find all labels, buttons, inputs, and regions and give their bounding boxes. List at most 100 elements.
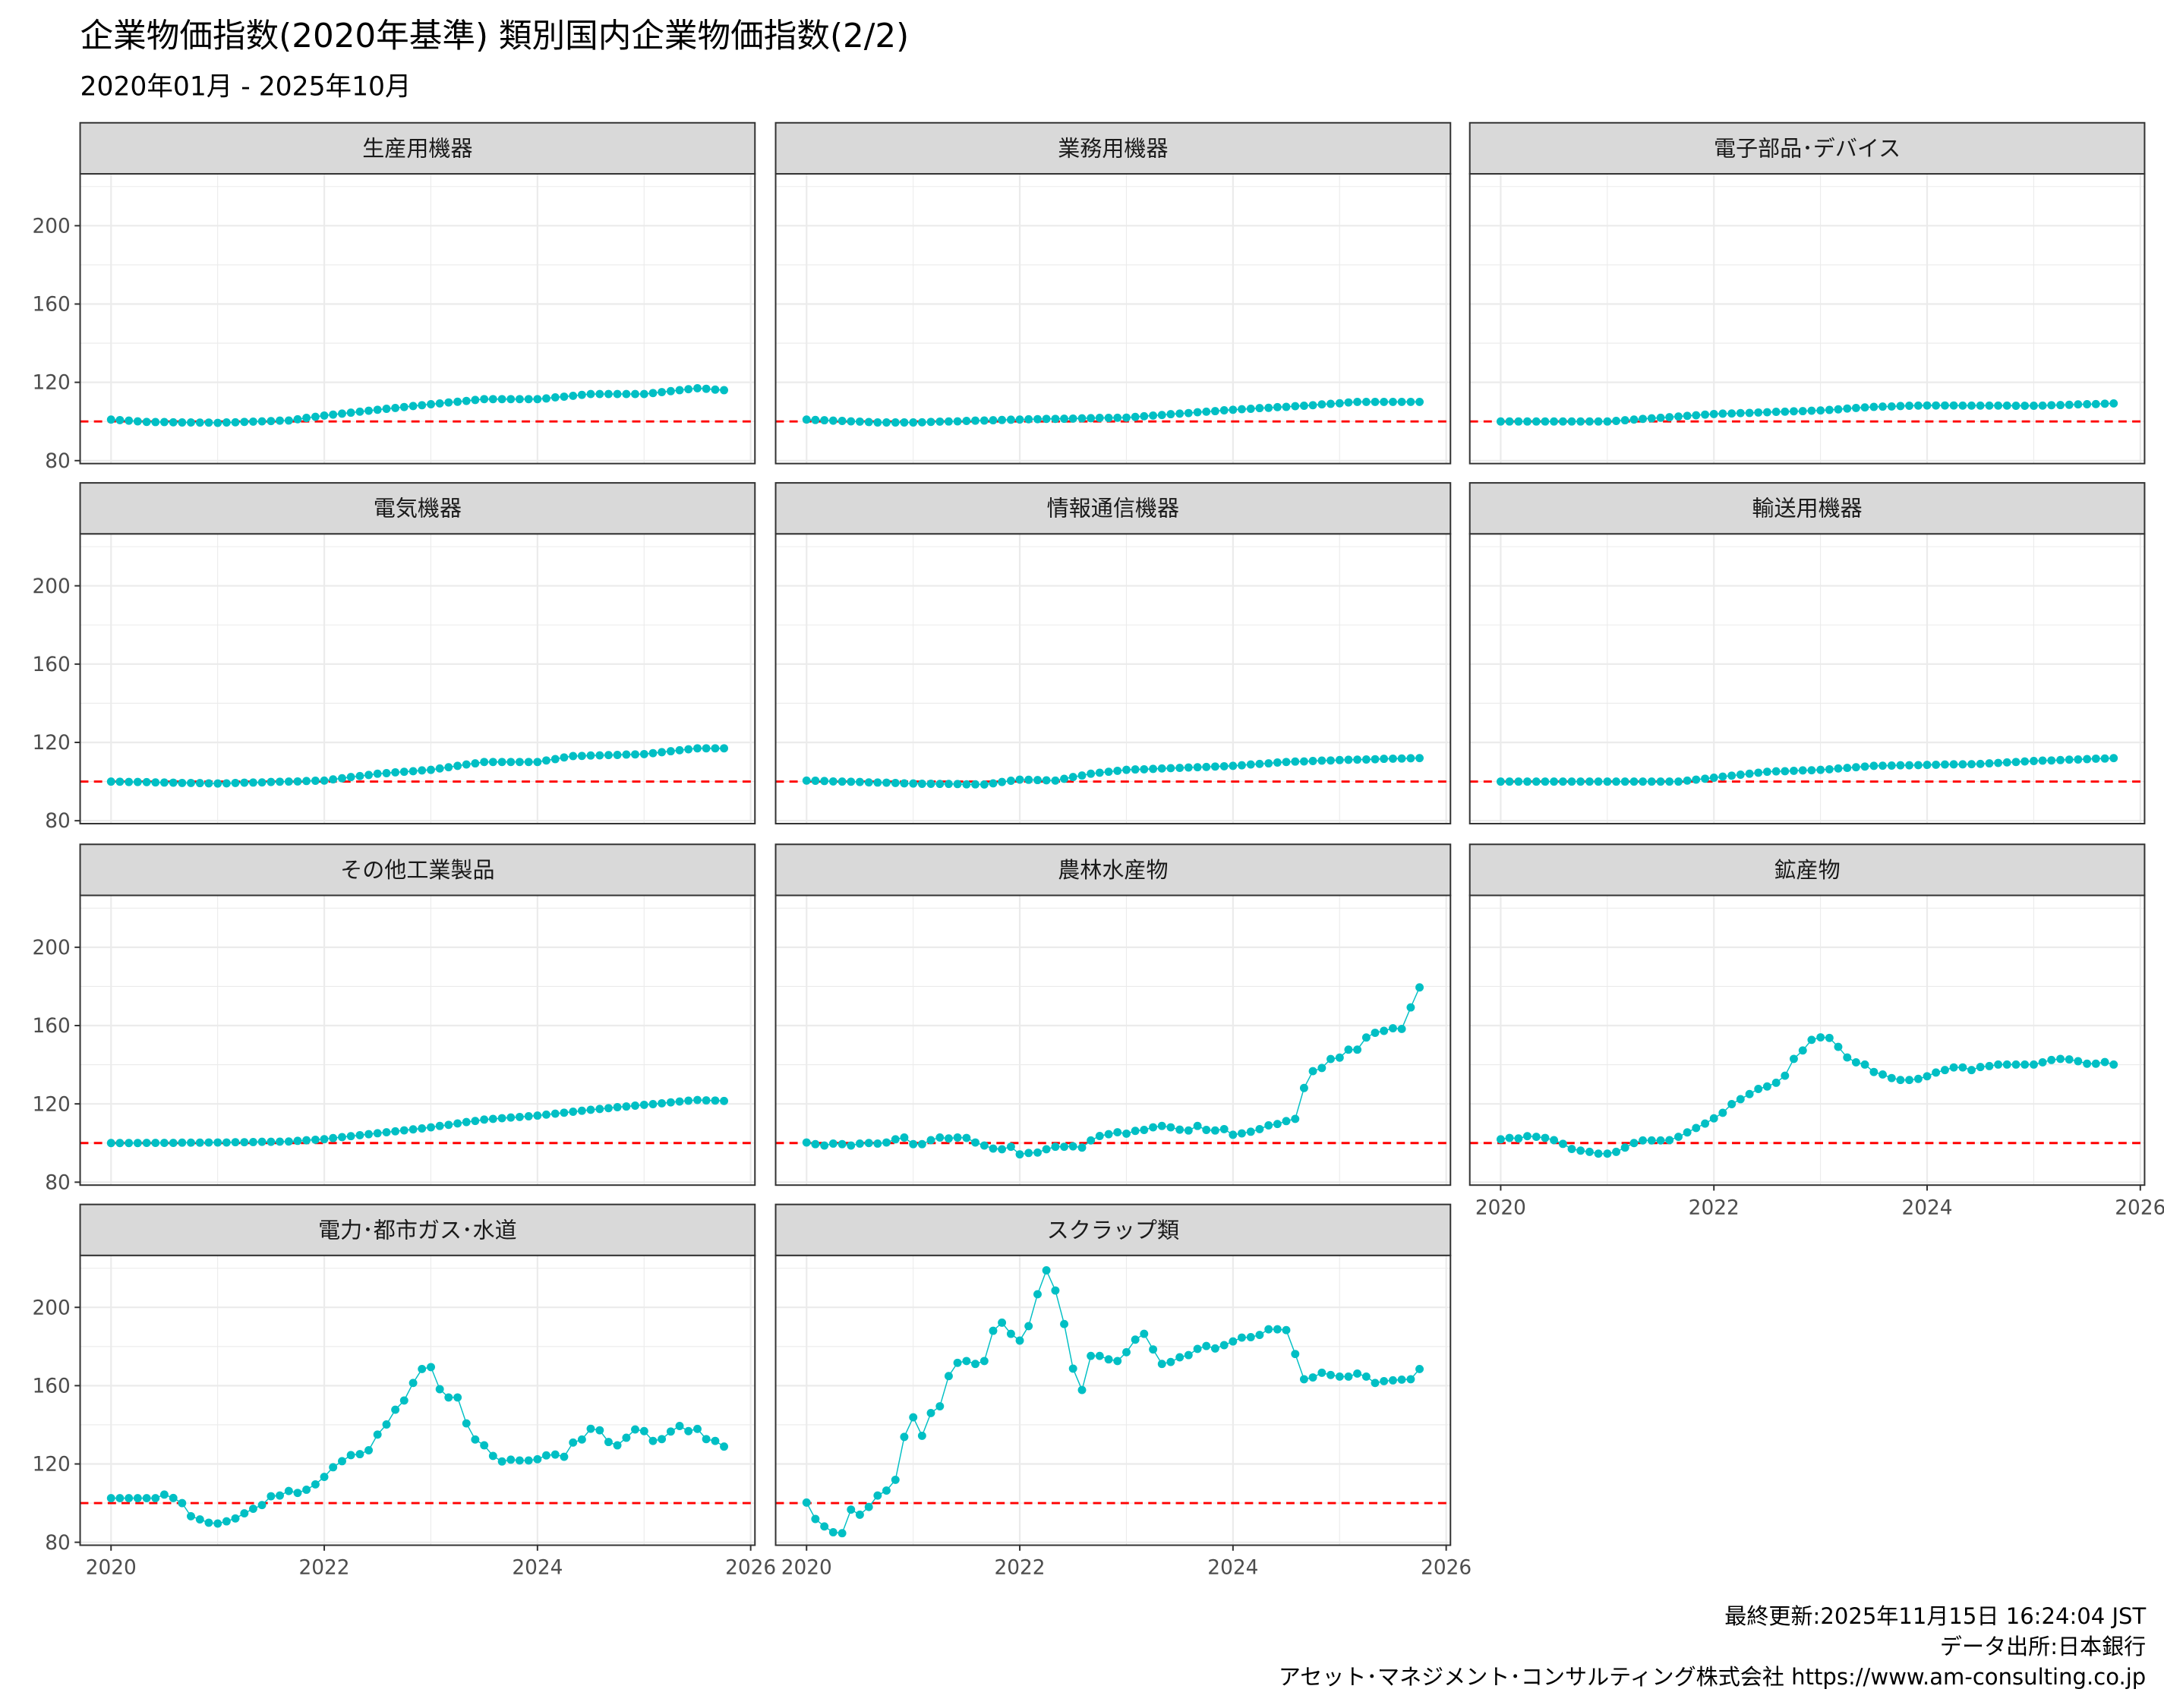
- data-point: [1273, 402, 1282, 411]
- data-point: [550, 1450, 560, 1459]
- data-point: [346, 1451, 355, 1460]
- data-point: [195, 1515, 204, 1524]
- data-point: [1219, 761, 1229, 770]
- data-point: [935, 780, 945, 789]
- data-point: [1558, 417, 1567, 426]
- data-point: [2065, 755, 2074, 764]
- y-tick-label: 80: [45, 1532, 71, 1555]
- data-point: [1709, 409, 1718, 418]
- data-point: [399, 767, 409, 777]
- data-point: [1193, 1121, 1202, 1130]
- data-point: [1060, 1142, 1069, 1152]
- data-point: [133, 417, 142, 426]
- data-point: [666, 386, 675, 395]
- data-point: [240, 1138, 249, 1147]
- data-point: [1905, 402, 1914, 410]
- plot-background: [1469, 173, 2145, 464]
- data-point: [917, 780, 926, 788]
- data-point: [187, 778, 195, 787]
- data-point: [169, 778, 178, 787]
- data-point: [435, 1385, 444, 1394]
- data-point: [1923, 401, 1932, 410]
- data-point: [613, 389, 622, 399]
- data-point: [891, 1135, 900, 1144]
- data-point: [1122, 1129, 1131, 1138]
- series-line: [111, 1099, 724, 1144]
- data-point: [311, 777, 320, 785]
- data-point: [329, 1463, 338, 1472]
- data-point: [293, 777, 302, 786]
- y-tick-label: 200: [33, 215, 71, 238]
- data-point: [1727, 771, 1737, 780]
- data-point: [2002, 758, 2011, 767]
- data-point: [1149, 1345, 1158, 1354]
- data-point: [320, 1473, 329, 1482]
- data-point: [338, 774, 346, 783]
- data-point: [453, 761, 462, 770]
- data-point: [648, 389, 658, 398]
- data-point: [1816, 765, 1825, 774]
- data-point: [1940, 401, 1949, 410]
- data-point: [320, 411, 329, 420]
- data-point: [622, 750, 631, 759]
- data-point: [675, 1422, 684, 1430]
- data-point: [1024, 775, 1033, 784]
- data-point: [1255, 1331, 1264, 1340]
- data-point: [276, 416, 284, 425]
- plot-background: [1469, 534, 2145, 824]
- data-point: [515, 1456, 524, 1465]
- x-tick-label: 2026: [725, 1557, 776, 1580]
- data-point: [1807, 406, 1816, 415]
- data-point: [1077, 771, 1087, 780]
- data-point: [453, 397, 462, 406]
- data-point: [702, 744, 711, 753]
- data-point: [1665, 777, 1674, 786]
- data-point: [231, 1514, 240, 1523]
- data-point: [595, 751, 604, 760]
- data-point: [989, 1144, 998, 1153]
- series-line: [806, 401, 1420, 424]
- data-point: [1869, 402, 1879, 411]
- data-point: [293, 1489, 302, 1498]
- data-point: [1246, 1127, 1255, 1136]
- data-point: [399, 1396, 409, 1405]
- data-point: [1967, 1066, 1976, 1075]
- data-point: [613, 751, 622, 759]
- data-point: [1869, 761, 1879, 770]
- data-point: [855, 1139, 864, 1148]
- data-point: [1229, 405, 1238, 414]
- x-tick-label: 2024: [1207, 1557, 1258, 1580]
- data-point: [577, 390, 586, 399]
- data-point: [1701, 410, 1710, 419]
- data-point: [1060, 414, 1069, 424]
- data-point: [560, 392, 569, 401]
- data-point: [639, 1100, 648, 1109]
- data-point: [684, 1426, 693, 1435]
- data-point: [684, 385, 693, 394]
- panel-border: [79, 172, 756, 465]
- data-point: [864, 1502, 873, 1511]
- data-point: [702, 1096, 711, 1105]
- data-point: [1860, 403, 1869, 412]
- data-point: [2074, 400, 2083, 409]
- data-point: [1683, 776, 1692, 785]
- data-point: [471, 395, 480, 405]
- data-point: [604, 1438, 613, 1447]
- data-point: [382, 1128, 391, 1137]
- data-point: [1718, 409, 1727, 418]
- data-point: [1523, 1132, 1532, 1141]
- data-point: [2020, 402, 2030, 410]
- facet-strip-label: 輸送用機器: [1752, 496, 1862, 522]
- data-point: [346, 1132, 355, 1141]
- facet-panel: 情報通信機器: [774, 482, 1452, 825]
- data-point: [1033, 1290, 1042, 1299]
- data-point: [953, 1358, 962, 1367]
- data-point: [435, 399, 444, 408]
- data-point: [302, 1486, 311, 1494]
- data-point: [1229, 1130, 1238, 1139]
- data-point: [1202, 1126, 1211, 1134]
- data-point: [222, 1138, 231, 1147]
- data-point: [1851, 763, 1860, 772]
- data-point: [1317, 1064, 1326, 1073]
- data-point: [648, 1100, 658, 1108]
